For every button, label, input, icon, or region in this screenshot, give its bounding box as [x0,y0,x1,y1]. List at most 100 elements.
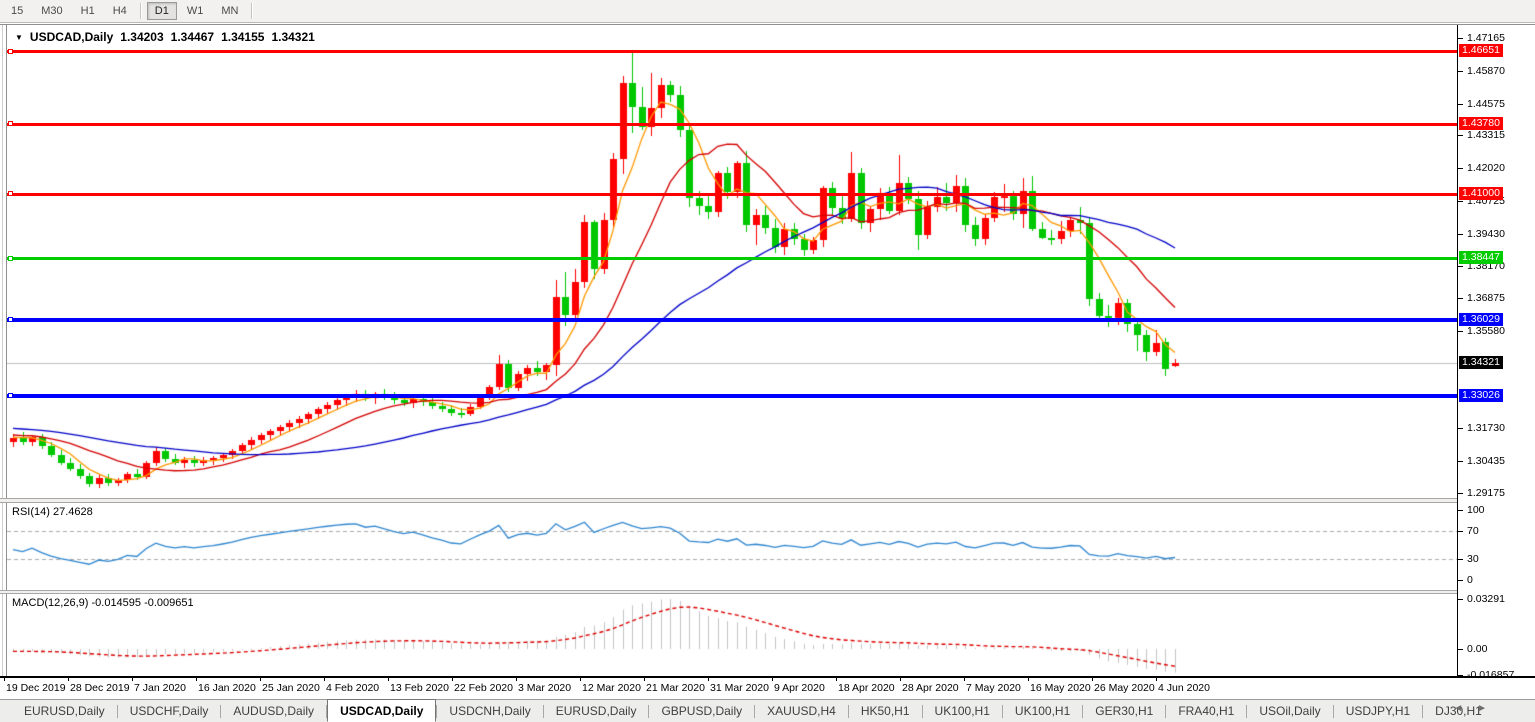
macd-panel[interactable]: MACD(12,26,9) -0.014595 -0.009651 [6,594,1457,676]
tabs-scroll-left-icon[interactable]: ◄ [1453,703,1464,714]
time-label: 4 Jun 2020 [1158,682,1210,694]
time-label: 3 Mar 2020 [518,682,572,694]
time-tick-mark [1156,678,1157,681]
tab-separator [1422,704,1424,718]
price-tick-label: 1.43315 [1467,129,1505,141]
timeframe-button-w1[interactable]: W1 [186,5,204,17]
tab-separator [847,704,849,718]
tab-audusd-daily[interactable]: AUDUSD,Daily [233,704,315,718]
tab-xauusd-h4[interactable]: XAUUSD,H4 [767,704,836,718]
timeframe-button-h1[interactable]: H1 [80,5,95,17]
tab-separator [1082,704,1084,718]
tab-separator [754,704,756,718]
tab-usdjpy-h1[interactable]: USDJPY,H1 [1345,704,1411,718]
price-tick-mark [1458,461,1463,462]
tab-usdcad-daily[interactable]: USDCAD,Daily [327,698,437,722]
horizontal-line-1.33026[interactable] [7,392,1457,398]
line-handle[interactable] [8,392,13,398]
rsi-canvas[interactable] [7,503,1457,590]
time-tick-mark [516,678,517,681]
price-tick-mark [1458,266,1463,267]
price-badge-1.38447: 1.38447 [1459,251,1503,264]
line-handle[interactable] [8,191,13,197]
tab-separator [921,704,923,718]
chart-tab-bar: EURUSD,Daily USDCHF,Daily AUDUSD,Daily USDC… [0,698,1535,722]
macd-canvas[interactable] [7,594,1457,676]
timeframe-button-h4[interactable]: H4 [112,5,127,17]
time-tick-mark [964,678,965,681]
time-label: 4 Feb 2020 [326,682,380,694]
time-scale[interactable]: 19 Dec 2019 28 Dec 2019 7 Jan 2020 16 Jan 2… [0,676,1535,699]
price-tick-mark [1458,168,1463,169]
macd-name: MACD(12,26,9) [12,597,89,609]
price-tick-mark [1458,428,1463,429]
macd-axis-label: 0.00 [1467,643,1488,655]
panel-splitter[interactable] [0,590,1535,594]
price-tick-mark [1458,493,1463,494]
tabs-scroll-right-icon[interactable]: ► [1477,703,1487,714]
time-tick-mark [1028,678,1029,681]
time-label: 22 Feb 2020 [454,682,513,694]
tab-separator [1246,704,1248,718]
time-label: 16 Jan 2020 [198,682,256,694]
time-tick-mark [388,678,389,681]
line-handle[interactable] [8,316,13,322]
macd-tick-mark [1458,599,1463,600]
timeframe-button-15[interactable]: 15 [11,5,24,17]
panel-splitter[interactable] [0,498,1535,503]
tab-separator [648,704,650,718]
price-tick-label: 1.31730 [1467,422,1505,434]
tab-scroll-arrows: ◄ ► [1453,703,1487,714]
tab-usdchf-daily[interactable]: USDCHF,Daily [129,704,209,718]
rsi-panel[interactable]: RSI(14) 27.4628 [6,503,1457,590]
chart-dropdown-icon[interactable]: ▼ [15,32,23,42]
horizontal-line-1.46651[interactable] [7,48,1457,54]
tab-ger30-h1[interactable]: GER30,H1 [1095,704,1154,718]
tab-separator [436,704,438,718]
tab-uk100-h1[interactable]: UK100,H1 [934,704,990,718]
price-badge-1.33026: 1.33026 [1459,389,1503,402]
timeframe-toolbar: 15 M30 H1 H4 D1 W1 MN [0,0,1535,23]
price-tick-mark [1458,201,1463,202]
horizontal-line-1.38447[interactable] [7,255,1457,261]
rsi-tick-mark [1458,580,1463,581]
price-tick-label: 1.36875 [1467,292,1505,304]
tab-separator [116,704,118,718]
tab-separator [1165,704,1167,718]
tab-dj30-h1[interactable]: DJ30,H1 [1435,704,1482,718]
time-label: 28 Dec 2019 [70,682,130,694]
tab-fra40-h1[interactable]: FRA40,H1 [1178,704,1235,718]
time-tick-mark [452,678,453,681]
time-label: 31 Mar 2020 [710,682,769,694]
tab-eurusd-daily[interactable]: EURUSD,Daily [555,704,637,718]
tab-gbpusd-daily[interactable]: GBPUSD,Daily [661,704,743,718]
horizontal-line-1.41000[interactable] [7,191,1457,197]
time-tick-mark [324,678,325,681]
tab-eurusd-daily[interactable]: EURUSD,Daily [24,704,105,718]
horizontal-line-1.36029[interactable] [7,316,1457,322]
macd-main-value: -0.014595 [91,597,142,609]
macd-tick-mark [1458,649,1463,650]
line-handle[interactable] [8,255,13,261]
tab-usdcnh-daily[interactable]: USDCNH,Daily [449,704,531,718]
price-tick-mark [1458,38,1463,39]
time-tick-mark [900,678,901,681]
line-handle[interactable] [8,121,13,127]
price-scale[interactable]: 1.47165 1.45870 1.44575 1.43315 1.42020 1.407… [1457,25,1535,681]
tab-usoil-daily[interactable]: USOil,Daily [1259,704,1321,718]
tab-hk50-h1[interactable]: HK50,H1 [860,704,910,718]
line-handle[interactable] [8,48,13,54]
price-tick-label: 1.44575 [1467,98,1505,110]
current-price-badge: 1.34321 [1459,356,1503,369]
timeframe-button-d1[interactable]: D1 [146,2,177,20]
horizontal-line-1.43780[interactable] [7,121,1457,127]
price-tick-mark [1458,234,1463,235]
price-tick-label: 1.35580 [1467,325,1505,337]
tab-uk100-h1[interactable]: UK100,H1 [1014,704,1071,718]
main-chart-panel[interactable]: ▼ USDCAD,Daily 1.34203 1.34467 1.34155 1… [6,25,1457,498]
timeframe-button-mn[interactable]: MN [221,5,239,17]
rsi-value: 27.4628 [52,506,93,518]
rsi-axis-label: 0 [1467,574,1473,586]
timeframe-button-m30[interactable]: M30 [41,5,63,17]
candlestick-canvas[interactable] [7,25,1457,498]
